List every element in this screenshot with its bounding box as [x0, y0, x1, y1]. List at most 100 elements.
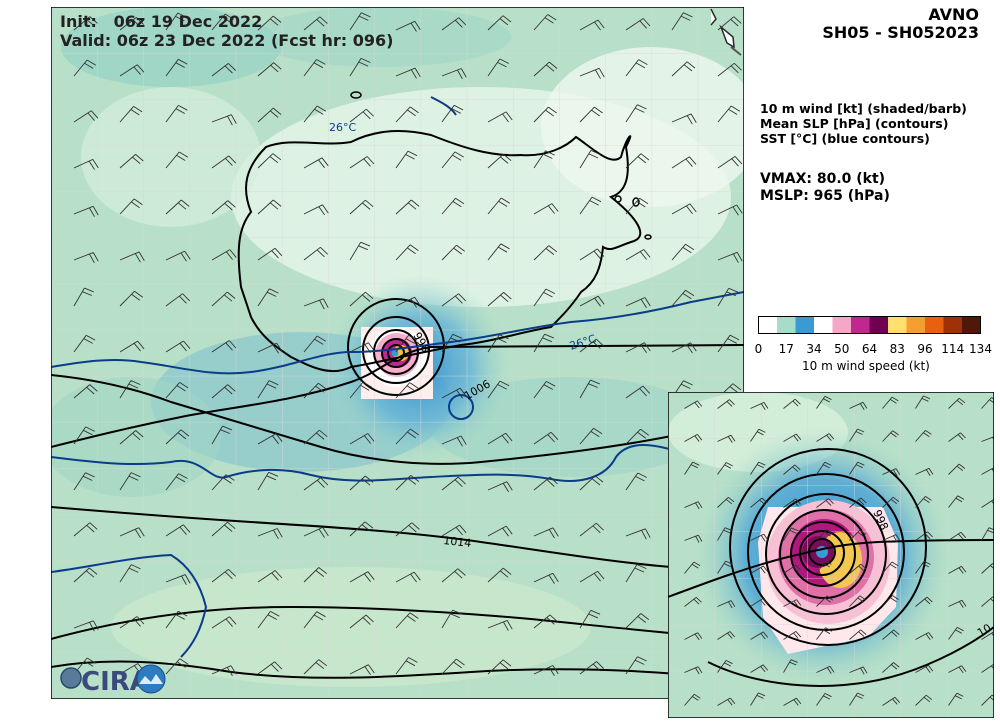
wind-barb: [441, 476, 466, 491]
wind-barb: [948, 397, 966, 409]
slp-contour: [51, 605, 744, 640]
slp-contour: [373, 329, 419, 375]
wind-barb: [487, 334, 509, 353]
wind-barb: [981, 436, 994, 442]
wind-barb: [533, 476, 558, 491]
inset-storm-map: 998 10: [668, 392, 994, 718]
colorbar-tick: 17: [778, 342, 794, 356]
wind-barb: [303, 246, 329, 261]
wind-barb: [257, 661, 283, 675]
wind-barb: [816, 560, 832, 574]
wind-barb: [816, 627, 833, 640]
wind-barb: [533, 527, 559, 539]
wind-barb: [441, 68, 467, 80]
wind-barb: [750, 565, 769, 574]
wind-barb: [73, 59, 97, 77]
wind-barb: [211, 291, 236, 307]
legend-sst: SST [°C] (blue contours): [760, 131, 930, 146]
wind-barb: [948, 432, 966, 442]
wind-barb: [981, 694, 994, 706]
wind-barb: [579, 67, 605, 79]
wind-barb: [625, 18, 651, 31]
wind-barb: [303, 429, 328, 445]
slp-contour: [51, 344, 744, 448]
wind-barb: [783, 398, 801, 409]
wind-barb: [165, 58, 188, 77]
colorbar-tick: 50: [834, 342, 850, 356]
wind-barb: [981, 397, 994, 409]
wind-barb: [783, 433, 802, 442]
wind-barb: [395, 150, 418, 169]
wind-barb: [882, 468, 901, 477]
wind-barb: [717, 16, 742, 31]
wind-barb: [441, 658, 465, 675]
wind-barb: [349, 156, 375, 169]
wind-barb: [816, 498, 834, 508]
wind-barb: [816, 529, 833, 541]
land-outline: [710, 8, 735, 49]
wind-barb: [211, 155, 237, 169]
wind-barb: [671, 203, 697, 215]
wind-barb: [533, 61, 558, 77]
wind-barb: [882, 595, 899, 607]
map-grid: [668, 392, 994, 718]
wind-barb: [211, 616, 237, 629]
slp-contour: [51, 506, 744, 573]
wind-barb: [671, 61, 696, 77]
wind-barb: [948, 599, 967, 608]
wind-barb: [165, 658, 189, 675]
wind-barb: [625, 197, 649, 215]
wind-barb: [73, 472, 95, 491]
wind-barb: [487, 525, 513, 537]
slp-contour: [51, 374, 744, 465]
wind-barb: [395, 20, 421, 32]
wind-barb: [211, 521, 236, 537]
wind-barb: [750, 401, 769, 410]
wind-barb: [684, 501, 703, 510]
wind-barb: [441, 435, 467, 447]
wind-barb: [533, 665, 559, 676]
wind-barb: [948, 692, 964, 706]
wind-barb: [487, 292, 512, 307]
wind-barb: [73, 426, 95, 445]
wind-barb: [349, 664, 375, 676]
wind-barb: [303, 659, 328, 675]
wind-barb: [349, 433, 375, 445]
wind-barb: [849, 666, 868, 675]
wind-barb: [717, 560, 733, 574]
wind-barb: [849, 497, 867, 508]
sst-contour: [51, 291, 744, 375]
wind-barb: [119, 251, 145, 263]
wind-barb: [717, 334, 740, 353]
wind-barb: [349, 12, 371, 31]
wind-barb: [671, 113, 697, 125]
wind-barb: [533, 614, 558, 629]
slp-contour-label: 1014: [443, 534, 472, 550]
colorbar-segment: [758, 316, 778, 334]
wind-barb: [165, 151, 189, 169]
wind-barb: [717, 496, 735, 508]
valid-value: 06z 23 Dec 2022 (Fcst hr: 096): [116, 31, 394, 50]
wind-barb: [257, 570, 283, 583]
slp-contour: [362, 316, 430, 384]
wind-barb: [73, 158, 99, 170]
wind-barb: [816, 692, 832, 706]
wind-barb: [73, 205, 99, 217]
wind-barb: [165, 610, 188, 629]
wind-barb: [257, 433, 283, 445]
wind-barb: [625, 564, 647, 583]
colorbar-segment: [943, 316, 963, 334]
wind-barb: [533, 431, 559, 445]
colorbar-tick: 96: [917, 342, 933, 356]
wind-barb: [579, 149, 601, 169]
wind-barb: [915, 694, 933, 706]
wind-barb: [625, 385, 651, 399]
sst-contour-label: 26°C: [329, 121, 356, 134]
wind-barb: [579, 248, 605, 261]
colorbar-segment: [777, 316, 796, 334]
wind-barb: [395, 335, 418, 353]
wind-barb: [915, 531, 933, 541]
vmax-value: VMAX: 80.0 (kt): [760, 171, 886, 187]
wind-barb: [257, 380, 279, 399]
wind-barb: [487, 380, 510, 399]
